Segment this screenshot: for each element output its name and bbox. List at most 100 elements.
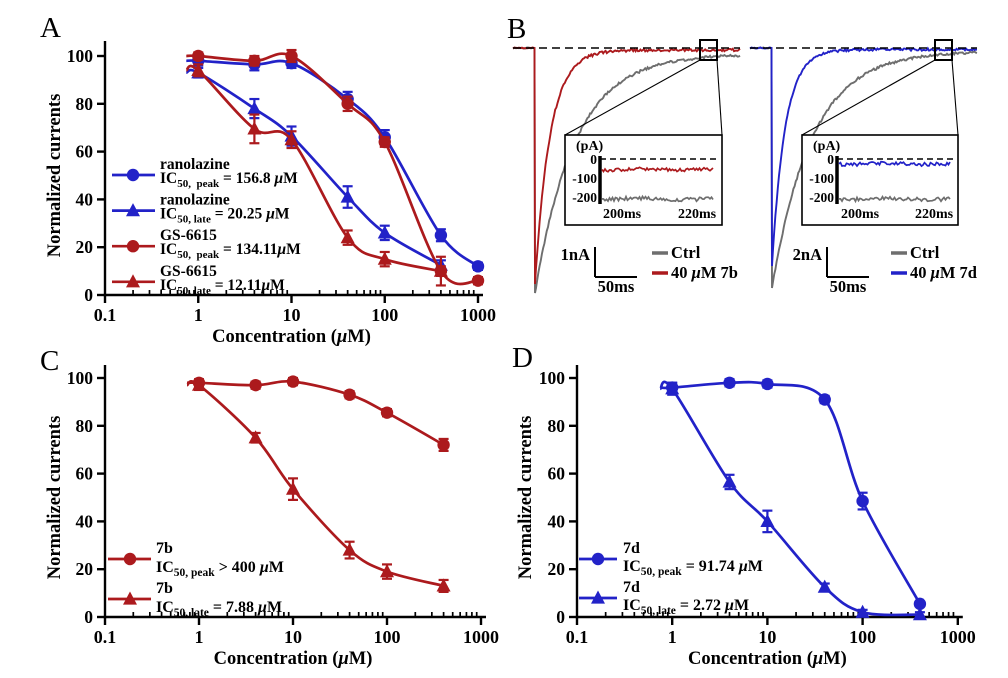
y-tick-label: 0 [84,607,93,627]
inset-y-tick: -200 [809,190,834,205]
v-scale-label: 1nA [561,245,590,264]
data-point-circle [248,54,261,67]
legend-series-name: GS-6615 [160,263,217,280]
drug-current-trace [749,46,978,267]
panel-label-d: D [512,342,533,374]
y-tick-label: 40 [76,189,94,209]
x-tick-label: 1000 [460,305,496,325]
inset-y-tick: 0 [827,152,834,167]
data-point-triangle [192,377,206,391]
panel-a-chart: 0 20 40 60 80 100 0.1 1 10 100 1000 Concentration (… [45,41,496,347]
ctrl-legend-label: Ctrl [910,243,940,262]
series-7d-circle [660,376,927,611]
data-point-triangle [126,274,140,288]
series-7d-triangle [658,380,927,621]
h-scale-label: 50ms [598,277,635,296]
y-tick-label: 60 [76,142,94,162]
data-point-circle [249,378,262,392]
legend-ic50-label: IC50, late = 20.25 μM [160,206,290,226]
inset-drug-trace [838,160,951,168]
fit-curve [186,52,479,286]
axis-labels: 0 20 40 60 80 100 0.1 1 10 100 1000 Concentration (… [45,46,496,347]
data-point-circle [818,393,831,406]
inset-unit-label: (pA) [576,139,604,154]
series-7b-triangle [186,377,451,594]
data-point-triangle [340,230,355,244]
y-tick-label: 0 [84,285,93,305]
x-axis-title: Concentration (μM) [212,327,371,347]
data-point-triangle [126,203,140,217]
panel-d-chart: 0 20 40 60 80 100 0.1 1 10 100 1000 Concentration (… [516,365,976,669]
axes [97,365,486,625]
x-tick-label: 1000 [463,627,499,647]
data-point-circle [126,168,140,182]
axis-labels: 0 20 40 60 80 100 0.1 1 10 100 1000 Concentration (… [516,368,976,669]
zoom-region-box [699,39,718,61]
x-tick-label: 100 [849,627,876,647]
data-point-circle [471,260,485,273]
legend-series-name: ranolazine [160,156,230,173]
x-tick-label: 1000 [940,627,976,647]
data-point-triangle [380,564,394,578]
data-point-circle [437,438,450,452]
data-point-triangle [912,607,927,621]
x-tick-label: 0.1 [94,305,117,325]
y-tick-label: 40 [76,511,94,531]
data-point-circle [913,597,927,611]
drug-legend-label: 40 μM 7b [671,263,738,282]
data-point-circle [761,377,774,391]
y-axis-title: Normalized currents [516,416,536,580]
y-tick-label: 100 [67,46,94,66]
data-point-triangle [665,381,680,395]
data-point-circle [123,552,137,566]
y-tick-label: 60 [76,464,94,484]
data-point-triangle [191,62,206,76]
y-axis-title: Normalized currents [45,416,65,580]
minor-ticks [132,612,478,617]
fit-curve [186,379,444,588]
legend-series-name: 7b [156,580,173,597]
axis-labels: 0 20 40 60 80 100 0.1 1 10 100 1000 Concentration (… [45,368,499,669]
data-point-triangle [342,542,357,556]
inset-drug-trace [601,166,714,174]
data-point-triangle [760,513,775,527]
data-point-triangle [722,474,737,488]
ctrl-current-trace [749,46,978,289]
ctrl-current-trace [512,46,741,294]
axes [569,365,963,625]
legend-ic50-label: IC50, peak > 400 μM [156,559,284,579]
inset-ctrl-trace [601,194,714,203]
drug-current-trace [512,46,741,285]
x-tick-label: 1 [194,305,203,325]
x-tick-label: 100 [374,627,401,647]
y-tick-label: 0 [556,607,565,627]
data-point-triangle [247,121,262,135]
data-point-triangle [284,132,299,146]
legend-ic50-label: IC50, peak = 156.8 μM [160,170,298,190]
y-tick-label: 20 [76,559,94,579]
data-point-triangle [591,590,605,604]
series-7b-circle [186,375,450,452]
data-point-triangle [286,481,300,495]
data-point-triangle [377,251,392,265]
y-tick-label: 80 [76,416,94,436]
data-point-triangle [436,578,451,592]
panel-c-chart: 0 20 40 60 80 100 0.1 1 10 100 1000 Concentration (… [45,365,499,669]
panel-label-b: B [507,13,527,45]
fit-curve [186,379,445,447]
panel-label-c: C [40,345,60,377]
ctrl-legend-label: Ctrl [671,243,701,262]
data-point-triangle [248,430,263,444]
data-point-circle [378,135,391,149]
data-point-circle [285,49,298,63]
y-tick-label: 60 [548,464,566,484]
legend-ic50-label: IC50, peak = 91.74 μM [623,558,763,578]
data-point-circle [286,375,300,388]
data-point-triangle [817,579,832,593]
data-point-triangle [123,591,137,605]
series-GS-6615-triangle [185,62,448,277]
